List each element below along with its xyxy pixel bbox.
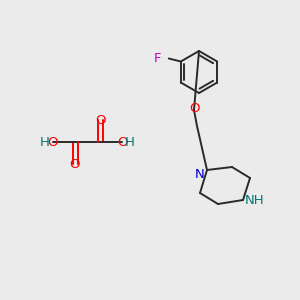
Text: F: F (153, 52, 161, 65)
Text: O: O (117, 136, 127, 148)
Text: O: O (48, 136, 58, 148)
Text: O: O (70, 158, 80, 170)
Text: N: N (195, 168, 205, 181)
Text: NH: NH (245, 194, 265, 208)
Text: O: O (95, 113, 105, 127)
Text: O: O (189, 103, 199, 116)
Text: H: H (40, 136, 50, 148)
Text: H: H (125, 136, 135, 148)
